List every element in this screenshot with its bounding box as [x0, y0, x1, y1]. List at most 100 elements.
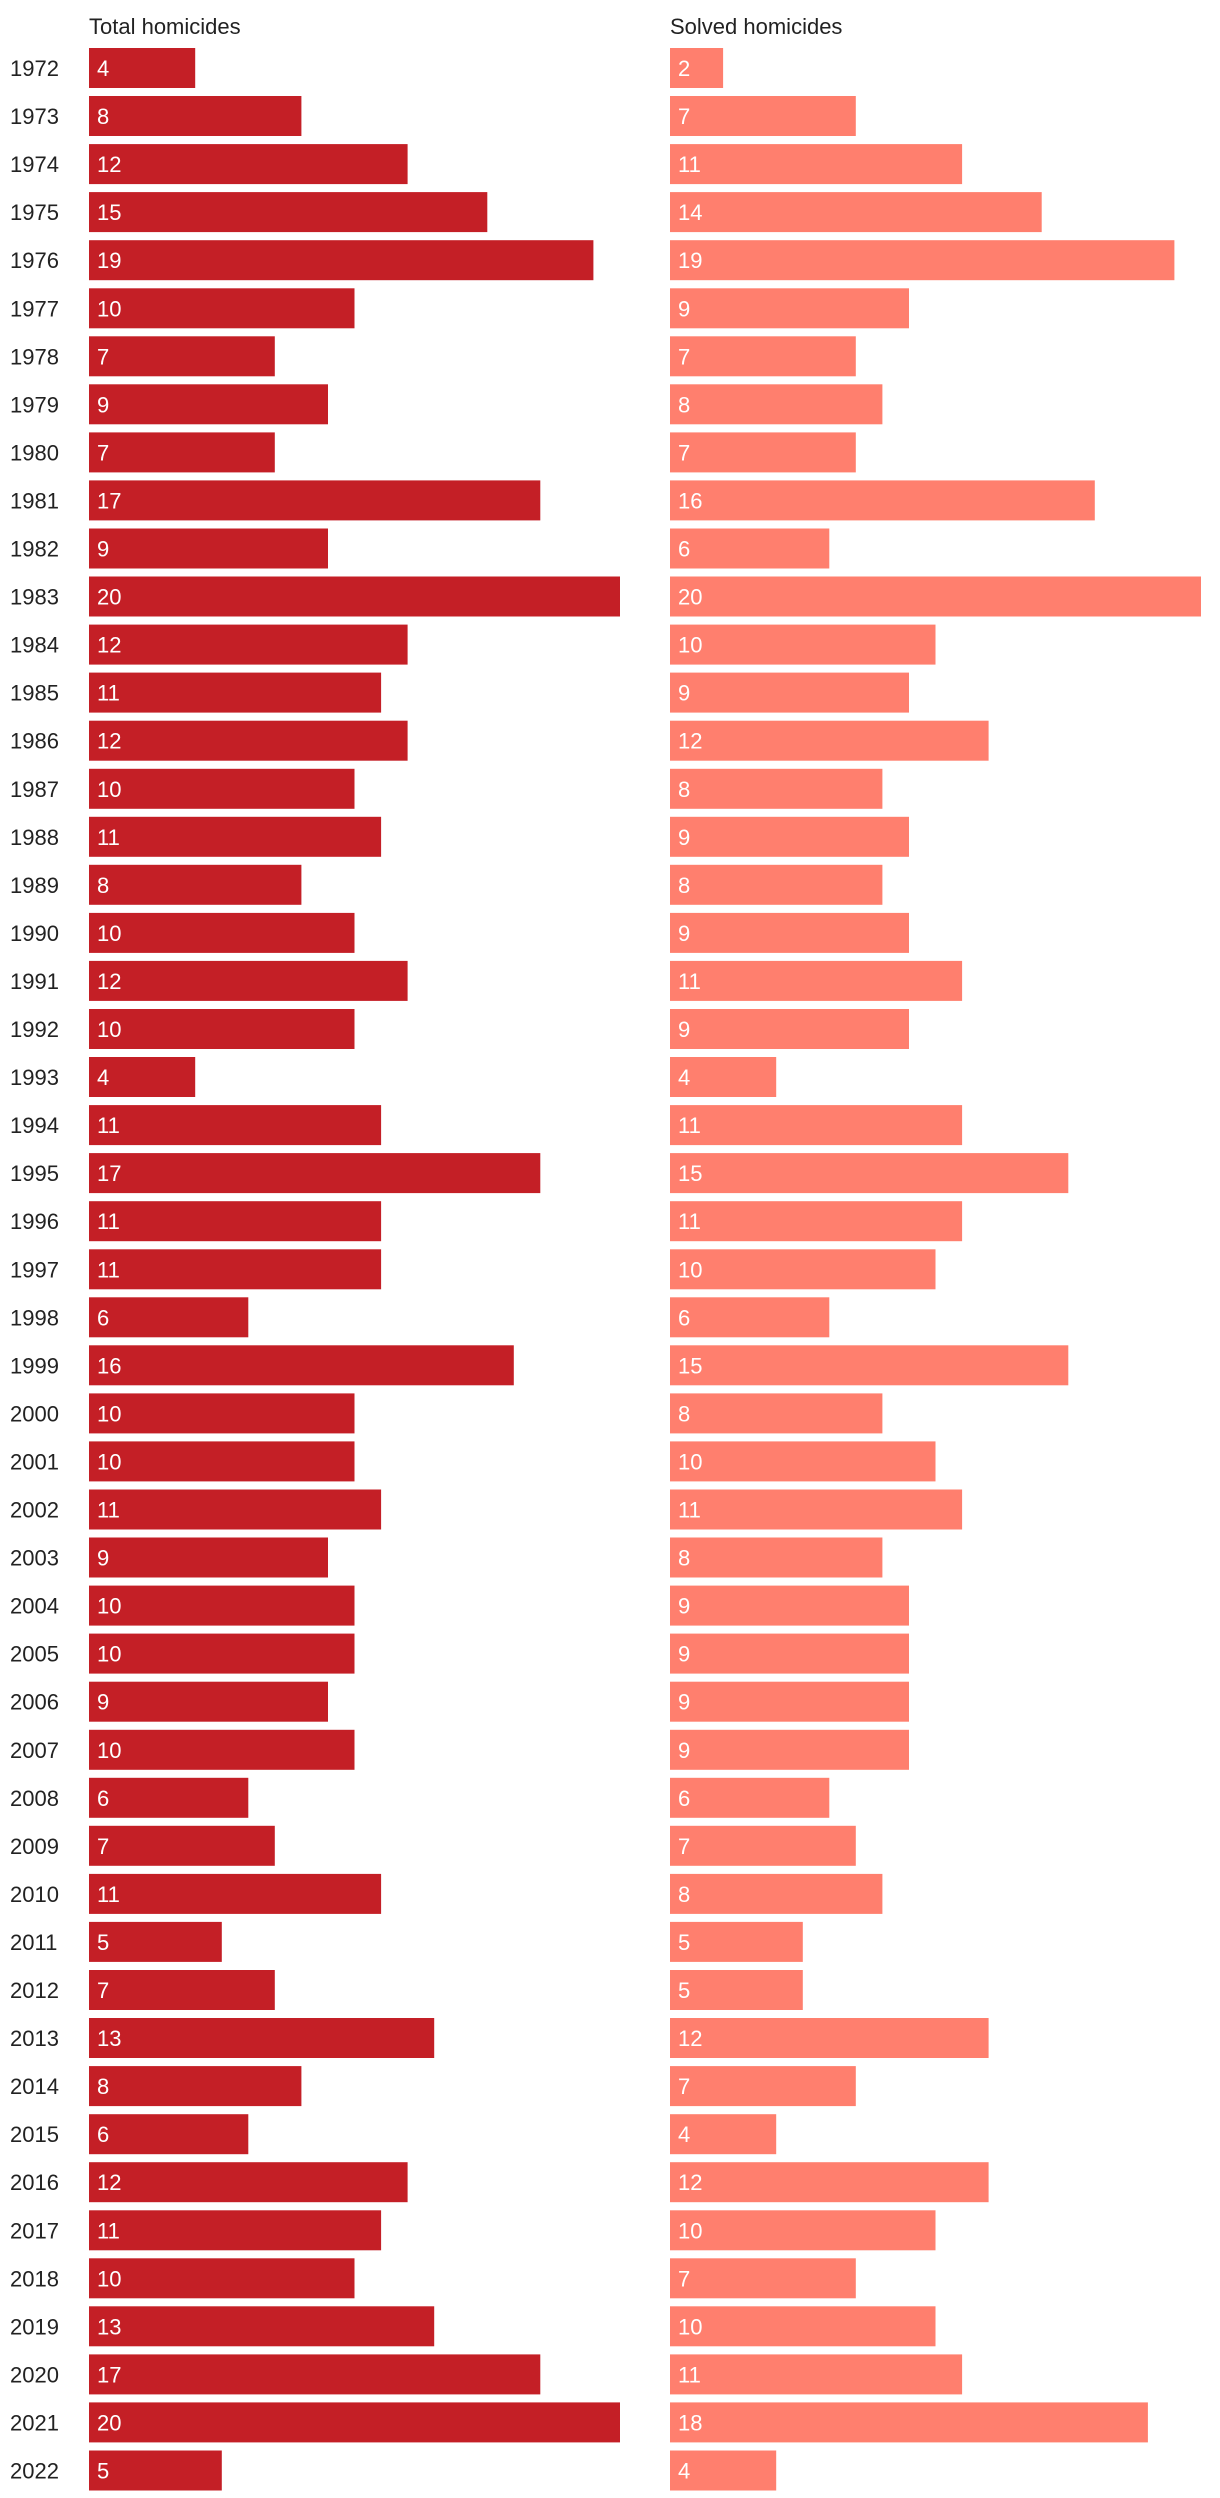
solved-bar — [670, 48, 724, 88]
total-bar — [89, 288, 355, 329]
solved-value-label: 10 — [678, 2218, 702, 2243]
total-bar — [89, 2402, 620, 2443]
solved-value-label: 9 — [678, 1738, 690, 1763]
solved-bar — [670, 1970, 803, 2010]
year-row-2016: 2016 12 12 — [10, 2162, 989, 2203]
total-value-label: 9 — [97, 392, 109, 417]
year-label: 2007 — [10, 1738, 59, 1763]
total-bar — [89, 384, 328, 425]
total-bar — [89, 1921, 222, 1962]
year-row-1980: 1980 7 7 — [10, 432, 856, 473]
year-label: 2005 — [10, 1642, 59, 1667]
solved-value-label: 8 — [678, 1401, 690, 1426]
solved-value-label: 8 — [678, 1546, 690, 1571]
year-label: 2017 — [10, 2218, 59, 2243]
solved-value-label: 15 — [678, 1161, 702, 1186]
year-label: 2020 — [10, 2362, 59, 2387]
solved-bar — [670, 2114, 777, 2155]
total-bar — [89, 2258, 355, 2299]
year-row-1982: 1982 9 6 — [10, 528, 830, 569]
year-label: 2018 — [10, 2266, 59, 2291]
total-bar — [89, 1057, 196, 1097]
solved-value-label: 15 — [678, 1353, 702, 1378]
solved-bar — [670, 1537, 883, 1578]
year-row-1993: 1993 4 4 — [10, 1057, 777, 1097]
total-value-label: 10 — [97, 1449, 121, 1474]
solved-bar — [670, 2210, 936, 2251]
total-bar — [89, 768, 355, 809]
year-label: 1972 — [10, 56, 59, 81]
total-bar — [89, 912, 355, 953]
total-bar — [89, 624, 408, 665]
year-row-1988: 1988 11 9 — [10, 816, 909, 857]
total-value-label: 11 — [97, 2218, 120, 2243]
year-row-1975: 1975 15 14 — [10, 192, 1042, 233]
year-row-1994: 1994 11 11 — [10, 1105, 963, 1146]
total-value-label: 15 — [97, 200, 121, 225]
total-bar — [89, 2354, 541, 2395]
solved-bar — [670, 1729, 909, 1770]
year-row-1991: 1991 12 11 — [10, 960, 963, 1001]
year-label: 2021 — [10, 2410, 59, 2435]
solved-value-label: 9 — [678, 1690, 690, 1715]
total-bar — [89, 528, 328, 569]
year-label: 1988 — [10, 825, 59, 850]
total-bar — [89, 1249, 382, 1290]
year-row-1985: 1985 11 9 — [10, 672, 909, 713]
year-label: 1999 — [10, 1353, 59, 1378]
total-value-label: 11 — [97, 1209, 120, 1234]
solved-bar — [670, 1585, 909, 1626]
total-value-label: 9 — [97, 537, 109, 562]
total-bar — [89, 1297, 249, 1338]
solved-bar — [670, 2402, 1148, 2443]
solved-bar — [670, 2306, 936, 2347]
total-bar — [89, 2210, 382, 2251]
year-label: 2022 — [10, 2459, 59, 2484]
total-bar — [89, 1201, 382, 1242]
year-row-2008: 2008 6 6 — [10, 1777, 830, 1818]
solved-value-label: 5 — [678, 1930, 690, 1955]
total-value-label: 12 — [97, 969, 121, 994]
total-bar — [89, 2018, 435, 2058]
total-value-label: 12 — [97, 152, 121, 177]
solved-value-label: 9 — [678, 1642, 690, 1667]
solved-bar — [670, 240, 1175, 281]
total-bar — [89, 1393, 355, 1434]
total-homicides-header: Total homicides — [89, 14, 241, 39]
solved-value-label: 10 — [678, 1257, 702, 1282]
total-value-label: 10 — [97, 1642, 121, 1667]
year-row-2003: 2003 9 8 — [10, 1537, 883, 1578]
solved-bar — [670, 2258, 856, 2299]
total-value-label: 5 — [97, 2459, 109, 2484]
solved-bar — [670, 1009, 909, 1049]
total-bar — [89, 1873, 382, 1914]
year-row-1995: 1995 17 15 — [10, 1153, 1069, 1194]
year-label: 1986 — [10, 729, 59, 754]
solved-bar — [670, 1873, 883, 1914]
solved-bar — [670, 1633, 909, 1674]
total-value-label: 12 — [97, 729, 121, 754]
year-row-2020: 2020 17 11 — [10, 2354, 963, 2395]
solved-bar — [670, 1777, 830, 1818]
year-row-2011: 2011 5 5 — [10, 1921, 803, 1962]
solved-value-label: 16 — [678, 488, 702, 513]
year-label: 2008 — [10, 1786, 59, 1811]
solved-value-label: 11 — [678, 1209, 701, 1234]
solved-homicides-header: Solved homicides — [670, 14, 842, 39]
total-bar — [89, 1345, 514, 1386]
total-value-label: 8 — [97, 104, 109, 129]
year-row-1978: 1978 7 7 — [10, 336, 856, 377]
total-bar — [89, 1681, 328, 1722]
total-value-label: 7 — [97, 344, 109, 369]
year-row-2017: 2017 11 10 — [10, 2210, 936, 2251]
total-bar — [89, 1489, 382, 1530]
total-value-label: 4 — [97, 56, 109, 81]
total-bar — [89, 576, 620, 617]
chart-rows: 1972 4 2 1973 8 7 1974 12 11 1975 15 14 1976 19 19 1977… — [10, 48, 1201, 2491]
year-row-1984: 1984 12 10 — [10, 624, 936, 665]
total-value-label: 19 — [97, 248, 121, 273]
solved-bar — [670, 1681, 909, 1722]
year-label: 2003 — [10, 1546, 59, 1571]
year-row-1973: 1973 8 7 — [10, 96, 856, 136]
total-bar — [89, 144, 408, 185]
